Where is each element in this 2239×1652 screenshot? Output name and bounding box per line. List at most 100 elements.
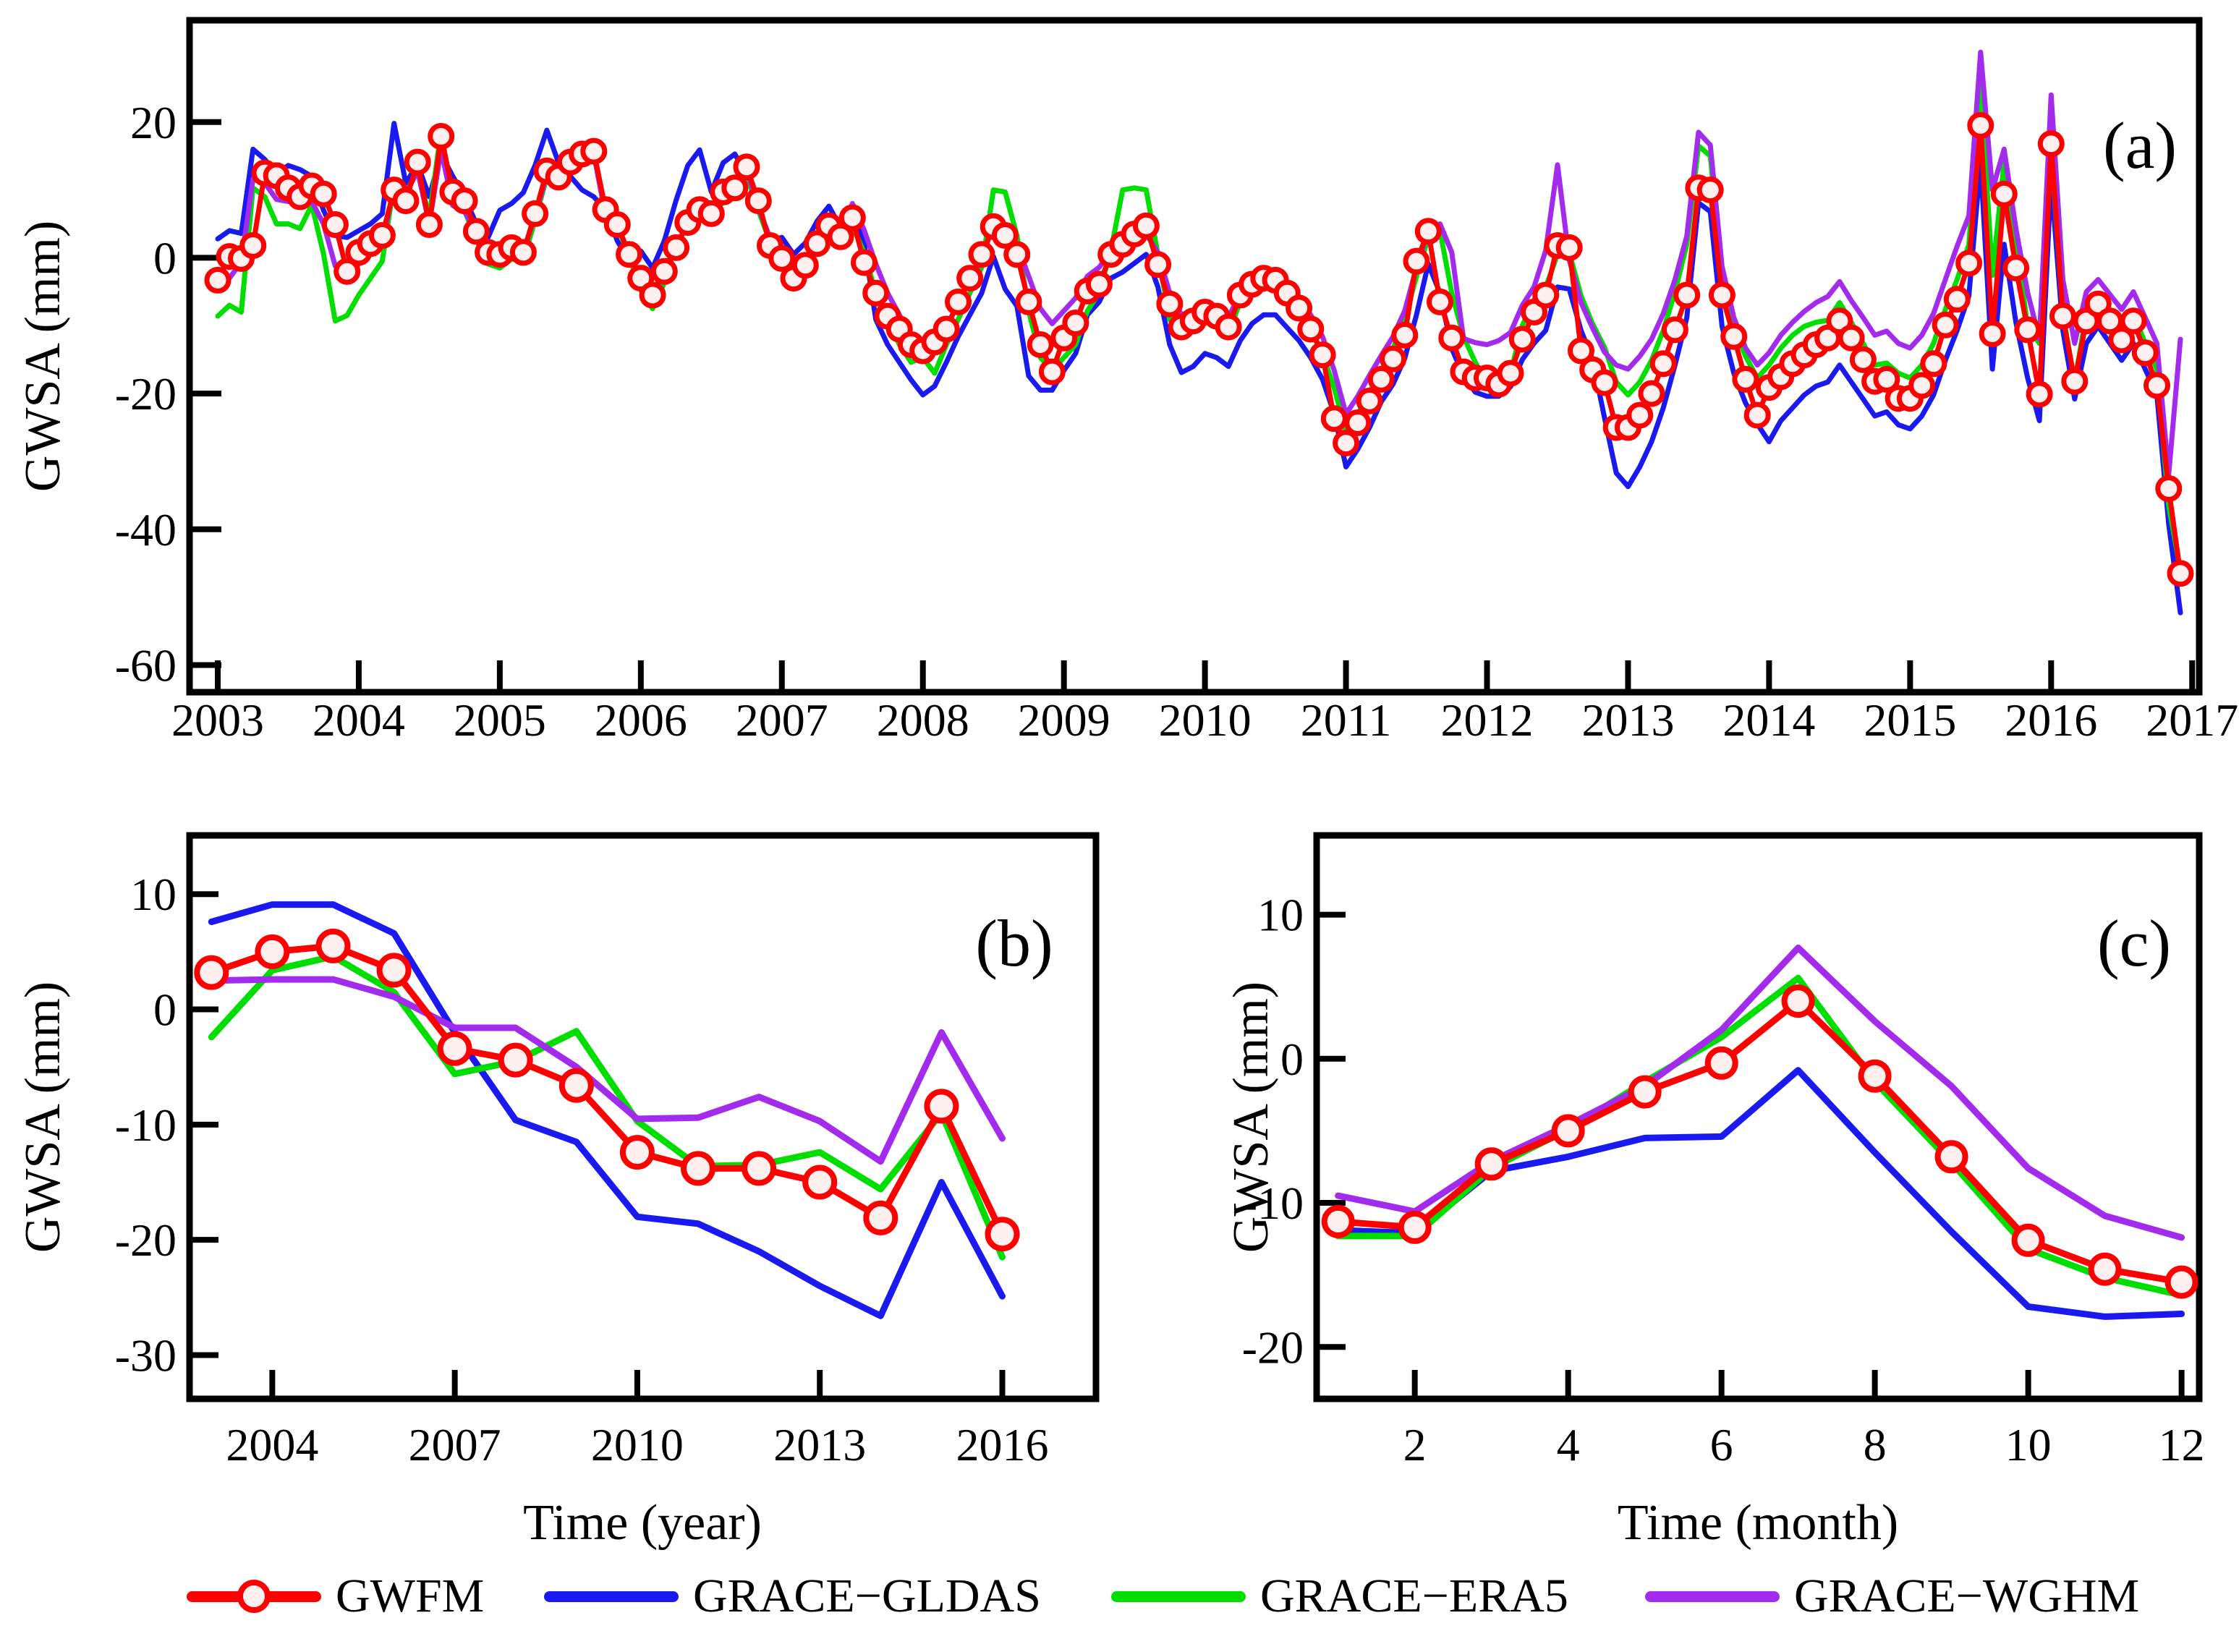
data-point-marker bbox=[1551, 1114, 1585, 1148]
data-point-marker bbox=[2164, 1265, 2198, 1299]
data-point-marker bbox=[333, 257, 361, 285]
data-point-marker bbox=[1673, 281, 1701, 309]
series-gwfm-markers-a bbox=[204, 111, 2194, 587]
x-tick-label: 2 bbox=[1403, 1419, 1427, 1470]
data-point-marker bbox=[2011, 1223, 2045, 1257]
data-point-marker bbox=[2061, 367, 2089, 395]
data-point-marker bbox=[1555, 234, 1583, 261]
x-tick-label: 2015 bbox=[1864, 694, 1956, 746]
y-tick-label: -20 bbox=[1242, 1321, 1304, 1373]
x-tick-label: 2005 bbox=[454, 694, 546, 746]
data-point-marker bbox=[1696, 176, 1724, 204]
data-point-marker bbox=[558, 1068, 594, 1103]
data-point-marker bbox=[1837, 324, 1865, 352]
data-point-marker bbox=[2037, 130, 2065, 158]
data-point-marker bbox=[1732, 365, 1759, 393]
y-axis-label-b: GWSA (mm) bbox=[15, 982, 71, 1253]
data-point-marker bbox=[663, 234, 690, 261]
y-tick-label: -20 bbox=[115, 368, 177, 420]
data-point-marker bbox=[1297, 315, 1325, 343]
data-point-marker bbox=[1781, 984, 1815, 1018]
series-era5-line-c bbox=[1335, 974, 2185, 1299]
data-point-marker bbox=[1403, 247, 1430, 275]
data-point-marker bbox=[194, 955, 229, 990]
x-tick-label: 2007 bbox=[736, 694, 828, 746]
data-point-marker bbox=[1391, 321, 1419, 349]
data-point-marker bbox=[1356, 387, 1383, 414]
data-point-marker bbox=[1038, 358, 1066, 386]
series-gwfm-line-c bbox=[1335, 997, 2185, 1286]
wghm-line-swatch bbox=[1645, 1591, 1780, 1602]
data-point-marker bbox=[1708, 281, 1735, 309]
series-wghm-line-b bbox=[208, 976, 1006, 1165]
data-point-marker bbox=[1920, 350, 1947, 378]
data-point-marker bbox=[1532, 281, 1560, 309]
data-point-marker bbox=[1628, 1075, 1662, 1109]
legend-label-gwfm: GWFM bbox=[336, 1570, 485, 1622]
data-point-marker bbox=[310, 180, 337, 208]
y-tick-label: 0 bbox=[153, 232, 177, 284]
data-point-marker bbox=[1661, 316, 1688, 344]
x-tick-label: 2014 bbox=[1722, 694, 1815, 746]
y-tick-label: 10 bbox=[1257, 890, 1304, 941]
data-point-marker bbox=[827, 223, 854, 250]
data-point-marker bbox=[1979, 320, 2006, 347]
data-point-marker bbox=[1967, 111, 1994, 139]
y-tick-label: -30 bbox=[115, 1329, 177, 1381]
data-point-marker bbox=[1427, 288, 1453, 315]
data-point-marker bbox=[509, 239, 537, 266]
data-point-marker bbox=[1132, 212, 1160, 239]
data-point-marker bbox=[862, 279, 890, 307]
data-point-marker bbox=[1743, 401, 1771, 429]
data-point-marker bbox=[415, 211, 443, 238]
data-point-marker bbox=[437, 1031, 472, 1066]
data-point-marker bbox=[603, 211, 631, 238]
x-tick-label: 6 bbox=[1710, 1419, 1733, 1470]
panel-b: 2004 2007 2010 2013 2016 10 0 -10 -20 -30 (b) GWSA … bbox=[15, 832, 1100, 1551]
data-point-marker bbox=[1873, 365, 1900, 393]
y-tick-label: 20 bbox=[130, 97, 177, 148]
data-point-marker bbox=[451, 187, 478, 215]
era5-line-swatch bbox=[1111, 1591, 1246, 1602]
data-point-marker bbox=[1849, 346, 1877, 373]
x-tick-label: 2004 bbox=[313, 694, 405, 746]
data-point-marker bbox=[1333, 430, 1360, 457]
data-point-marker bbox=[498, 1042, 533, 1078]
x-tick-label: 2003 bbox=[171, 694, 264, 746]
data-point-marker bbox=[863, 1200, 898, 1235]
data-point-marker bbox=[462, 218, 490, 245]
data-point-marker bbox=[404, 148, 431, 176]
data-point-marker bbox=[1003, 241, 1031, 268]
data-point-marker bbox=[2014, 316, 2042, 344]
data-point-marker bbox=[1638, 380, 1665, 407]
data-point-marker bbox=[985, 1217, 1020, 1252]
x-tick-label: 2012 bbox=[1441, 694, 1534, 746]
data-point-marker bbox=[2108, 326, 2136, 354]
data-point-marker bbox=[321, 211, 349, 238]
data-point-marker bbox=[1062, 310, 1089, 336]
data-point-marker bbox=[1156, 290, 1184, 318]
data-point-marker bbox=[1704, 1046, 1738, 1080]
data-point-marker bbox=[2167, 560, 2194, 587]
x-axis-label-c: Time (month) bbox=[1618, 1495, 1898, 1551]
series-gwfm-line-a bbox=[215, 122, 2183, 576]
data-point-marker bbox=[851, 249, 878, 276]
data-point-marker bbox=[1508, 325, 1536, 353]
data-point-marker bbox=[2144, 372, 2170, 399]
data-point-marker bbox=[721, 174, 749, 202]
data-point-marker bbox=[1720, 323, 1748, 350]
series-gwfm-markers-c bbox=[1321, 984, 2198, 1299]
axes-box-b bbox=[186, 832, 1100, 1402]
data-point-marker bbox=[368, 222, 396, 249]
data-point-marker bbox=[1955, 250, 1983, 277]
data-point-marker bbox=[802, 1165, 838, 1200]
legend-item-era5: GRACE−ERA5 bbox=[1111, 1557, 1568, 1636]
data-point-marker bbox=[639, 281, 666, 309]
x-tick-label: 4 bbox=[1557, 1419, 1580, 1470]
x-tick-label: 2013 bbox=[1581, 694, 1674, 746]
data-point-marker bbox=[522, 200, 549, 227]
legend-item-gldas: GRACE−GLDAS bbox=[544, 1557, 1041, 1636]
data-point-marker bbox=[580, 137, 608, 165]
